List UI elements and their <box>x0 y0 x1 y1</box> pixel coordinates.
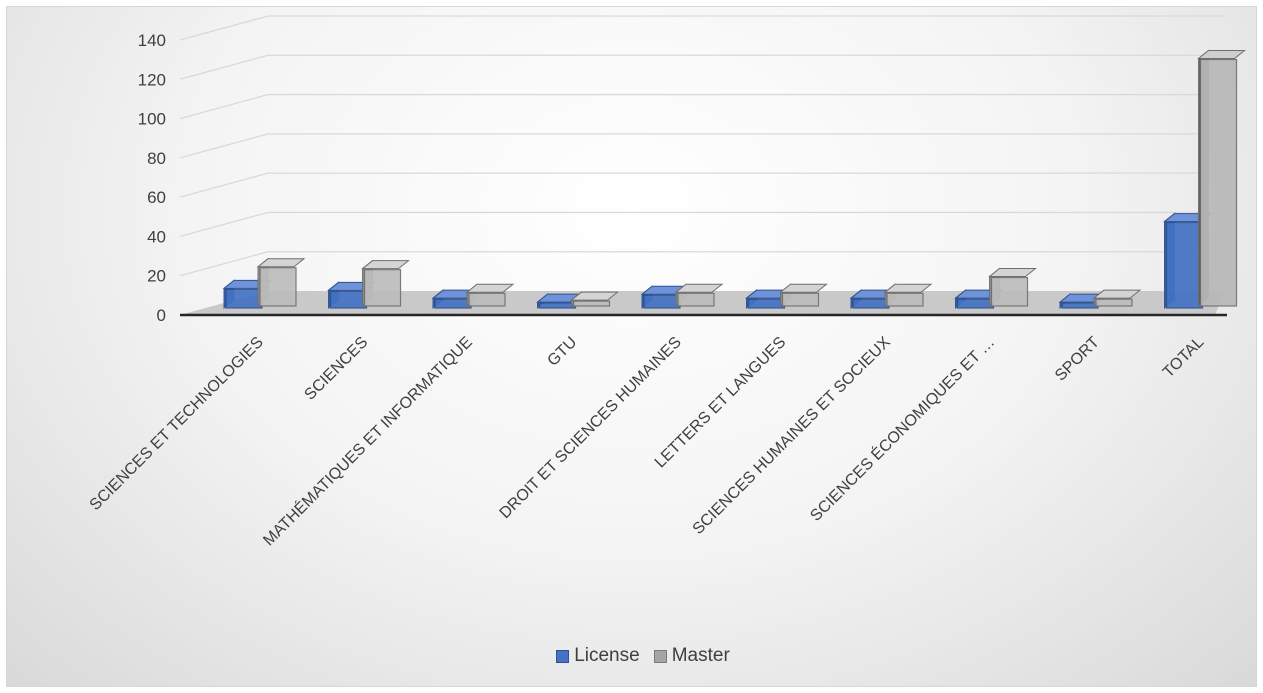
x-tick-label: DROIT ET SCIENCES HUMAINES <box>497 334 685 522</box>
x-tick-label: MATHÉMATIQUES ET INFORMATIQUE <box>259 332 476 549</box>
gridlines <box>179 15 1225 277</box>
x-tick-label: GTU <box>544 334 580 370</box>
legend-label-master: Master <box>671 645 730 666</box>
bar-master-1 <box>361 259 410 308</box>
bar-master-8 <box>1092 289 1142 308</box>
y-tick-label: 120 <box>138 70 166 89</box>
bar-master-0 <box>256 257 306 308</box>
gridline <box>179 15 1225 41</box>
x-axis-labels: SCIENCES ET TECHNOLOGIES SCIENCESMATHÉMAT… <box>87 332 1208 549</box>
y-tick-label: 100 <box>138 110 166 129</box>
chart-area <box>6 6 1257 687</box>
x-tick-label: TOTAL <box>1160 334 1208 382</box>
bar-master-3 <box>570 291 619 308</box>
bar-master-6 <box>883 283 933 308</box>
bar-master-5 <box>779 283 828 308</box>
legend-swatch-master <box>653 649 667 663</box>
x-tick-label: SCIENCES <box>301 334 371 404</box>
y-tick-label: 60 <box>147 188 166 207</box>
y-tick-label: 80 <box>147 149 166 168</box>
legend: License Master <box>533 634 753 678</box>
x-tick-label: SCIENCES ÉCONOMIQUES ET … <box>806 332 998 524</box>
gridline <box>179 54 1225 80</box>
x-tick-label: SCIENCES HUMAINES ET SOCIEUX <box>690 334 894 538</box>
bar-master-4 <box>674 283 724 308</box>
x-tick-label: SCIENCES ET TECHNOLOGIES <box>87 334 267 514</box>
bar-master-2 <box>465 283 515 308</box>
y-tick-label: 140 <box>138 31 166 50</box>
y-tick-label: 40 <box>147 227 166 246</box>
gridline <box>179 133 1225 159</box>
x-tick-label: SPORT <box>1052 334 1103 385</box>
bar-master-7 <box>988 267 1037 308</box>
y-tick-label: 0 <box>157 306 166 325</box>
gridline <box>179 211 1225 238</box>
legend-swatch-license <box>556 649 570 663</box>
bar-license-9 <box>1163 212 1212 310</box>
y-axis-ticks: 0 20 40 60 80 100 120 140 <box>138 31 166 325</box>
bar-master-9 <box>1197 49 1246 308</box>
legend-item-master: Master <box>653 645 730 667</box>
gridline <box>179 172 1225 198</box>
legend-label-license: License <box>574 645 640 666</box>
y-tick-label: 20 <box>147 267 166 286</box>
gridline <box>179 93 1225 120</box>
legend-item-license: License <box>556 645 640 667</box>
gridline <box>179 251 1225 277</box>
bars <box>222 49 1246 310</box>
